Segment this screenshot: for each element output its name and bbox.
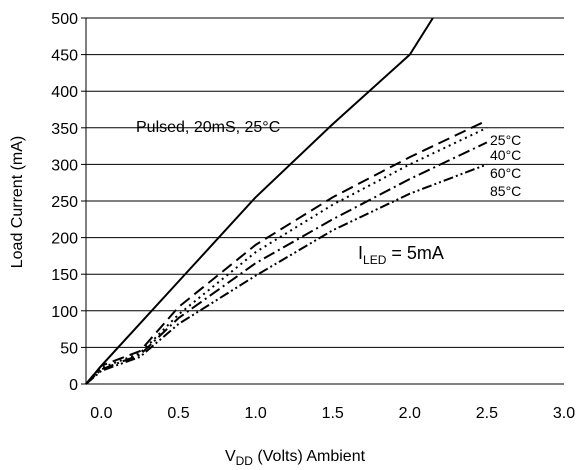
x-tick-label: 1.5 — [322, 405, 344, 422]
annotation-iled-main: I — [358, 243, 363, 263]
y-tick-label: 350 — [51, 121, 78, 138]
x-tick-label: 0.5 — [167, 405, 189, 422]
annotation-temp-25: 25°C — [490, 132, 521, 148]
annotation-iled-sub: LED — [363, 253, 387, 267]
series-line-4 — [85, 163, 488, 385]
y-tick-labels: 0 50 100 150 200 250 300 350 400 450 500 — [51, 11, 78, 394]
x-axis-title-sub: DD — [236, 454, 254, 468]
x-tick-label: 3.0 — [553, 405, 575, 422]
annotation-iled-rest: = 5mA — [386, 243, 444, 263]
series-line-3 — [85, 141, 488, 385]
x-axis-title: VDD (Volts) Ambient — [225, 448, 366, 468]
x-tick-labels: 0.0 0.5 1.0 1.5 2.0 2.5 3.0 — [90, 405, 575, 422]
annotation-pulsed: Pulsed, 20mS, 25°C — [136, 119, 280, 136]
annotation-temp-40: 40°C — [490, 147, 521, 163]
x-tick-label: 2.5 — [476, 405, 498, 422]
y-axis-title: Load Current (mA) — [9, 136, 26, 269]
x-tick-label: 0.0 — [90, 405, 112, 422]
y-tick-label: 50 — [60, 340, 78, 357]
y-tick-label: 400 — [51, 84, 78, 101]
y-tick-label: 250 — [51, 194, 78, 211]
y-tick-label: 500 — [51, 11, 78, 28]
y-tick-label: 200 — [51, 231, 78, 248]
grid — [86, 17, 564, 348]
axes — [81, 17, 564, 385]
x-tick-label: 2.0 — [399, 405, 421, 422]
annotation-iled: ILED = 5mA — [358, 243, 444, 267]
x-tick-label: 1.0 — [244, 405, 266, 422]
x-axis-title-rest: (Volts) Ambient — [253, 448, 366, 465]
series-line-1 — [85, 119, 488, 385]
y-tick-label: 450 — [51, 48, 78, 65]
x-axis-title-main: V — [225, 448, 236, 465]
y-tick-label: 300 — [51, 157, 78, 174]
annotation-temp-85: 85°C — [490, 183, 521, 199]
annotation-temp-60: 60°C — [490, 165, 521, 181]
y-tick-label: 150 — [51, 267, 78, 284]
series-lines — [85, 17, 488, 385]
y-tick-label: 100 — [51, 304, 78, 321]
y-tick-label: 0 — [69, 377, 78, 394]
